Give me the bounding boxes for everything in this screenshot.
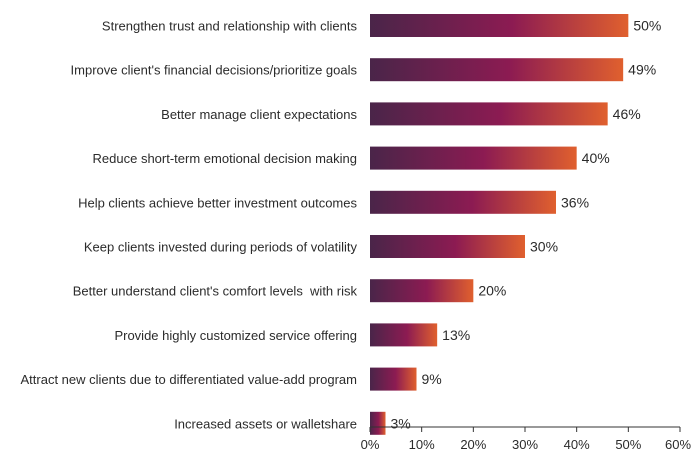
x-tick-label: 50% [615, 437, 641, 452]
bar-9 [370, 411, 386, 435]
x-tick-label: 30% [512, 437, 538, 452]
category-label: Attract new clients due to differentiate… [20, 372, 357, 387]
category-label: Keep clients invested during periods of … [84, 240, 358, 255]
category-label: Better understand client's comfort level… [73, 284, 358, 299]
category-label: Help clients achieve better investment o… [78, 195, 357, 210]
value-label: 9% [422, 371, 442, 387]
category-label: Strengthen trust and relationship with c… [102, 19, 358, 34]
x-tick-label: 40% [564, 437, 590, 452]
x-tick-label: 20% [460, 437, 486, 452]
bar-5 [370, 235, 525, 258]
value-label: 13% [442, 327, 470, 343]
bar-7 [370, 323, 438, 347]
x-axis-ticks: 0% 10% 20% 30% 40% 50% 60% [361, 427, 691, 452]
bar-2 [370, 102, 608, 126]
value-label: 20% [478, 283, 506, 299]
category-label: Provide highly customized service offeri… [114, 328, 357, 343]
bar-8 [370, 367, 417, 391]
bar-3 [370, 146, 577, 170]
x-tick-label: 10% [409, 437, 435, 452]
value-label: 49% [628, 62, 656, 78]
value-label: 3% [391, 415, 411, 431]
value-label: 40% [582, 150, 610, 166]
bars-group [370, 14, 629, 435]
category-label: Better manage client expectations [161, 107, 357, 122]
category-label: Reduce short-term emotional decision mak… [93, 151, 357, 166]
value-label: 46% [613, 106, 641, 122]
category-labels: Strengthen trust and relationship with c… [20, 19, 357, 432]
bar-0 [370, 14, 629, 37]
bar-6 [370, 279, 474, 303]
x-tick-label: 60% [665, 437, 691, 452]
category-label: Increased assets or walletshare [174, 416, 357, 431]
value-label: 30% [530, 239, 558, 255]
value-label: 36% [561, 194, 589, 210]
value-labels: 50% 49% 46% 40% 36% 30% 20% 13% 9% 3% [391, 18, 662, 432]
bar-4 [370, 190, 556, 214]
category-label: Improve client's financial decisions/pri… [71, 63, 358, 78]
x-tick-label: 0% [361, 437, 380, 452]
value-label: 50% [633, 18, 661, 34]
bar-1 [370, 58, 624, 82]
